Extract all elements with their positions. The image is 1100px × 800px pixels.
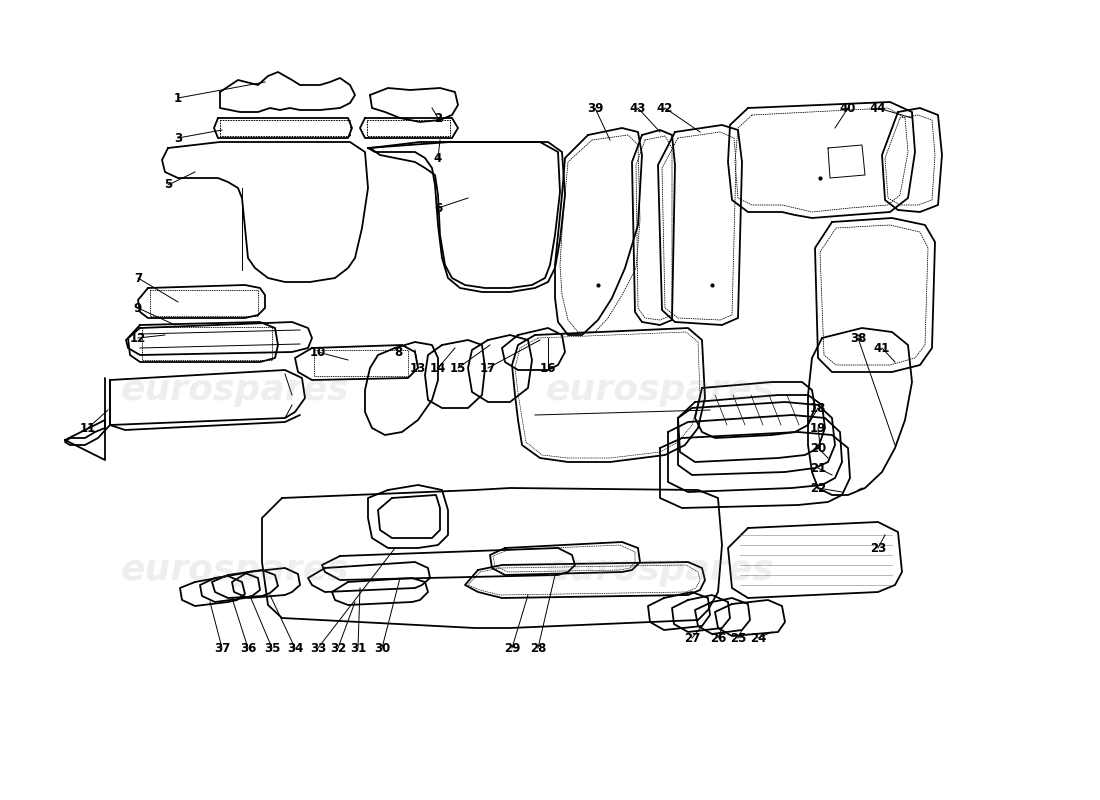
Text: 31: 31 [350,642,366,654]
Text: 20: 20 [810,442,826,454]
Text: 33: 33 [310,642,326,654]
Text: 5: 5 [164,178,172,191]
Text: 11: 11 [80,422,96,434]
Text: 13: 13 [410,362,426,374]
Text: 2: 2 [433,111,442,125]
Text: 26: 26 [710,631,726,645]
Text: 32: 32 [330,642,346,654]
Text: 4: 4 [433,151,442,165]
Text: eurospares: eurospares [121,373,350,407]
Text: 39: 39 [586,102,603,114]
Text: 27: 27 [684,631,700,645]
Text: 34: 34 [287,642,304,654]
Text: 42: 42 [657,102,673,114]
Text: 6: 6 [433,202,442,214]
Text: 16: 16 [540,362,557,374]
Text: 44: 44 [870,102,887,114]
Text: 8: 8 [394,346,403,358]
Text: 12: 12 [130,331,146,345]
Text: 3: 3 [174,131,183,145]
Text: eurospares: eurospares [546,373,774,407]
Text: 25: 25 [729,631,746,645]
Text: 38: 38 [850,331,866,345]
Text: 35: 35 [264,642,280,654]
Text: 41: 41 [873,342,890,354]
Text: 17: 17 [480,362,496,374]
Text: 24: 24 [750,631,767,645]
Text: 30: 30 [374,642,390,654]
Text: 40: 40 [839,102,856,114]
Text: 10: 10 [310,346,326,358]
Text: 29: 29 [504,642,520,654]
Text: 7: 7 [134,271,142,285]
Text: 36: 36 [240,642,256,654]
Text: 37: 37 [213,642,230,654]
Text: 22: 22 [810,482,826,494]
Text: 28: 28 [530,642,547,654]
Text: 19: 19 [810,422,826,434]
Text: 43: 43 [630,102,646,114]
Text: 21: 21 [810,462,826,474]
Text: 14: 14 [430,362,447,374]
Text: 9: 9 [134,302,142,314]
Text: 15: 15 [450,362,466,374]
Text: 1: 1 [174,91,183,105]
Text: 23: 23 [870,542,887,554]
Text: eurospares: eurospares [121,553,350,587]
Text: 18: 18 [810,402,826,414]
Text: eurospares: eurospares [546,553,774,587]
